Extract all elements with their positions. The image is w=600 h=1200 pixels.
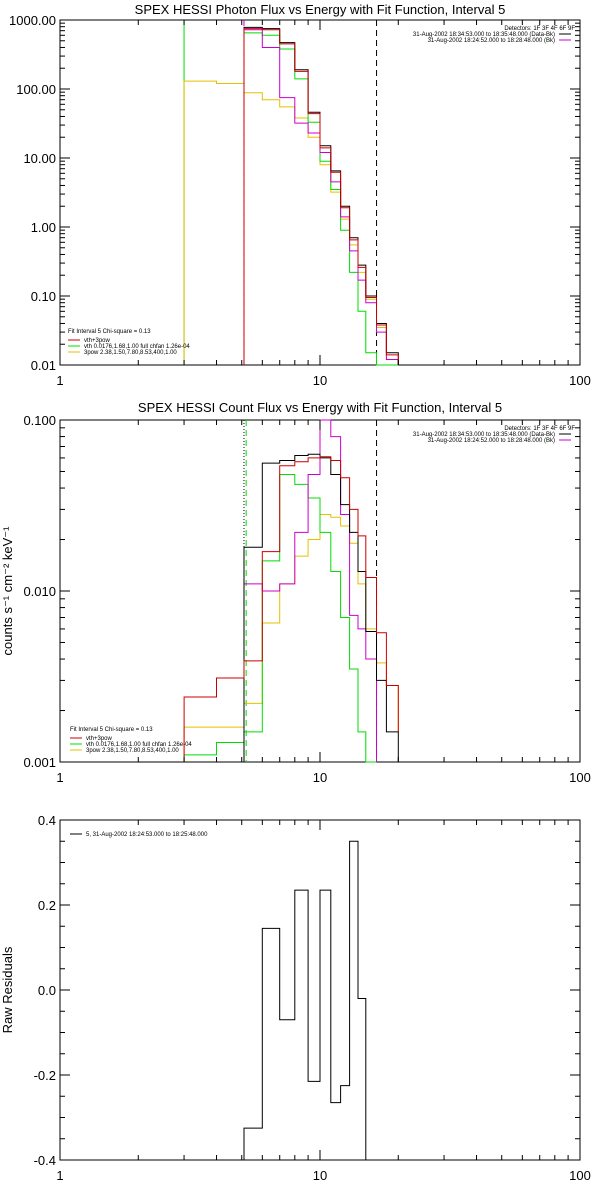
photon-flux-plot-frame (59, 19, 581, 366)
count-flux-legend-bk: 31-Aug-2002 18:24:52.000 to 18:28:48.000… (428, 438, 555, 444)
count-flux-data (183, 419, 399, 763)
count-flux-series-data-bk (243, 453, 399, 762)
photon-flux-legend-data-bk: 31-Aug-2002 18:34:53.000 to 18:35:48.000… (413, 32, 555, 38)
photon-flux-y-tick-label: 0.10 (31, 289, 56, 304)
residuals-axes: 1 10 100 -0.4 -0.2 0.0 0.2 0.4 (34, 813, 591, 1183)
photon-flux-series-vth (243, 32, 399, 366)
photon-flux-y-tick-label: 1000.00 (9, 13, 56, 28)
count-flux-fit-legend-vth: vth 0.0176,1.68,1.00 full chfan 1.26e-04 (86, 742, 192, 748)
photon-flux-fit-legend-3pow: 3pow 2.38,1.50,7.80,8.53,400,1.00 (84, 350, 177, 356)
photon-flux-series-vth-3pow (243, 28, 399, 365)
residuals-ylabel: Raw Residuals (0, 946, 15, 1033)
photon-flux-legend-bk: 31-Aug-2002 18:24:52.000 to 18:28:48.000… (428, 38, 555, 44)
photon-flux-fit-label: Fit Interval 5 Chi-square = 0.13 (68, 329, 151, 335)
residuals-data (243, 840, 367, 1160)
photon-flux-series-bk (243, 29, 399, 365)
count-flux-fit-legend-3pow: 3pow 2.38,1.50,7.80,8.53,400,1.00 (86, 748, 179, 754)
photon-flux-axes: 1 10 100 0.01 0.10 1.00 10.00 100.00 1000.00 (9, 13, 591, 388)
count-flux-detectors-label: Detectors: 1F 3F 4F 6F 9F (504, 426, 575, 432)
photon-flux-x-tick-label: 10 (313, 373, 327, 388)
photon-flux-fit-legend-total: vth+3pow (84, 338, 111, 344)
count-flux-series-vth-3pow (183, 456, 399, 762)
count-flux-series-vth (183, 474, 377, 763)
residuals-x-tick-label: 100 (569, 1168, 591, 1183)
count-flux-y-tick-label: 0.001 (23, 755, 56, 770)
count-flux-panel: SPEX HESSI Count Flux vs Energy with Fit… (0, 400, 591, 785)
residuals-legend: 5, 31-Aug-2002 18:24:53.000 to 18:25:48.… (86, 832, 208, 838)
residuals-y-tick-label: 0.4 (38, 813, 56, 828)
residuals-y-tick-label: -0.4 (34, 1153, 56, 1168)
residuals-x-tick-label: 1 (56, 1168, 63, 1183)
photon-flux-series-data-bk (243, 26, 399, 365)
photon-flux-y-tick-label: 100.00 (16, 82, 56, 97)
photon-flux-x-tick-label: 1 (56, 373, 63, 388)
photon-flux-y-tick-label: 0.01 (31, 358, 56, 373)
count-flux-title: SPEX HESSI Count Flux vs Energy with Fit… (138, 400, 502, 415)
photon-flux-title: SPEX HESSI Photon Flux vs Energy with Fi… (135, 2, 506, 17)
residuals-y-tick-label: 0.2 (38, 898, 56, 913)
count-flux-y-tick-label: 0.100 (23, 413, 56, 428)
residuals-series (243, 840, 367, 1160)
photon-flux-y-tick-label: 10.00 (23, 151, 56, 166)
count-flux-x-tick-label: 1 (56, 770, 63, 785)
count-flux-ylabel: counts s⁻¹ cm⁻² keV⁻¹ (0, 526, 15, 656)
photon-flux-panel: SPEX HESSI Photon Flux vs Energy with Fi… (9, 2, 591, 388)
count-flux-y-tick-label: 0.010 (23, 584, 56, 599)
count-flux-x-tick-label: 100 (569, 770, 591, 785)
count-flux-series-bk (243, 419, 377, 762)
count-flux-legend-data-bk: 31-Aug-2002 18:34:53.000 to 18:35:48.000… (413, 432, 555, 438)
count-flux-axes: 1 10 100 0.001 0.010 0.100 (23, 413, 590, 785)
photon-flux-detectors-label: Detectors: 1F 3F 4F 6F 9F (504, 26, 575, 32)
photon-flux-y-tick-label: 1.00 (31, 220, 56, 235)
count-flux-fit-label: Fit Interval 5 Chi-square = 0.13 (70, 727, 153, 733)
count-flux-fit-legend-total: vth+3pow (86, 736, 113, 742)
residuals-y-tick-label: -0.2 (34, 1068, 56, 1083)
photon-flux-fit-legend-vth: vth 0.0176,1.68,1.00 full chfan 1.26e-04 (84, 344, 190, 350)
photon-flux-data (183, 20, 399, 366)
photon-flux-series-3pow (183, 80, 399, 365)
residuals-x-tick-label: 10 (313, 1168, 327, 1183)
residuals-panel: 1 10 100 -0.4 -0.2 0.0 0.2 0.4 Raw Residuals 5,… (0, 813, 591, 1183)
residuals-y-tick-label: 0.0 (38, 983, 56, 998)
photon-flux-x-tick-label: 100 (569, 373, 591, 388)
count-flux-x-tick-label: 10 (313, 770, 327, 785)
